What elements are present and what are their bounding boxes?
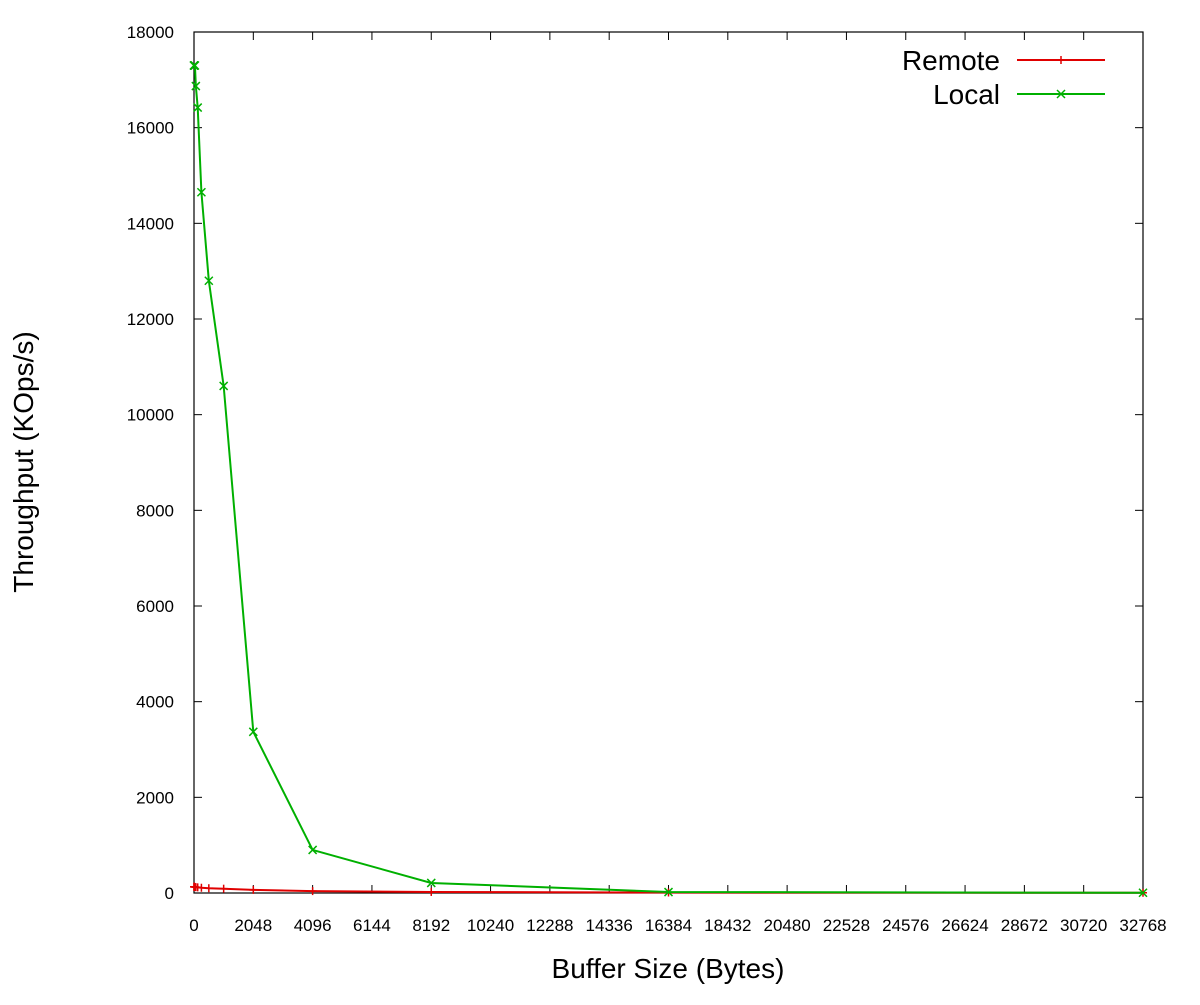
data-point-remote (249, 885, 258, 894)
x-axis-title: Buffer Size (Bytes) (552, 953, 785, 984)
data-point-local (190, 60, 200, 71)
x-tick-label: 24576 (882, 916, 929, 935)
legend-label-remote: Remote (902, 45, 1000, 76)
x-tick-label: 18432 (704, 916, 751, 935)
x-tick-label: 32768 (1119, 916, 1166, 935)
y-tick-label: 12000 (127, 310, 174, 329)
x-tick-label: 30720 (1060, 916, 1107, 935)
x-tick-label: 0 (189, 916, 198, 935)
data-point-local (196, 187, 206, 197)
data-point-local (308, 845, 318, 855)
data-point-local (191, 81, 201, 91)
data-point-local (204, 276, 214, 286)
legend-label-local: Local (933, 79, 1000, 110)
legend-marker-remote (1057, 56, 1065, 64)
x-axis: 0 2048 4096 6144 8192 10240 12288 14336 16384 184… (189, 32, 1167, 935)
data-point-remote (427, 887, 436, 896)
data-point-local (663, 887, 674, 897)
x-tick-label: 2048 (234, 916, 272, 935)
data-point-remote (308, 887, 317, 896)
y-tick-label: 8000 (136, 501, 174, 520)
y-tick-label: 6000 (136, 597, 174, 616)
y-tick-label: 0 (165, 884, 174, 903)
y-tick-label: 14000 (127, 214, 174, 233)
y-tick-label: 2000 (136, 788, 174, 807)
x-tick-label: 12288 (526, 916, 573, 935)
y-tick-label: 4000 (136, 693, 174, 712)
y-tick-label: 18000 (127, 23, 174, 42)
x-tick-label: 28672 (1001, 916, 1048, 935)
data-point-remote (197, 883, 206, 892)
series-layer (189, 60, 1148, 898)
x-tick-label: 20480 (763, 916, 810, 935)
x-tick-label: 4096 (294, 916, 332, 935)
data-point-local (248, 727, 258, 737)
plot-frame (193, 31, 1144, 894)
x-tick-label: 22528 (823, 916, 870, 935)
x-tick-label: 10240 (467, 916, 514, 935)
x-tick-label: 26624 (941, 916, 988, 935)
y-axis-title: Throughput (KOps/s) (8, 331, 39, 592)
x-tick-label: 8192 (412, 916, 450, 935)
x-tick-label: 6144 (353, 916, 391, 935)
y-tick-label: 10000 (127, 406, 174, 425)
x-tick-label: 14336 (586, 916, 633, 935)
x-tick-label: 16384 (645, 916, 692, 935)
data-point-local (426, 878, 436, 888)
data-point-local (219, 381, 229, 391)
data-point-remote (219, 884, 228, 893)
data-point-local (1138, 888, 1148, 898)
data-point-local (193, 103, 203, 113)
y-axis: 0 2000 4000 6000 8000 10000 12000 14000 16000 180… (127, 23, 1143, 903)
legend-marker-local (1056, 89, 1066, 99)
y-tick-label: 16000 (127, 119, 174, 138)
data-point-remote (204, 884, 213, 893)
series-line-local (193, 64, 1144, 894)
